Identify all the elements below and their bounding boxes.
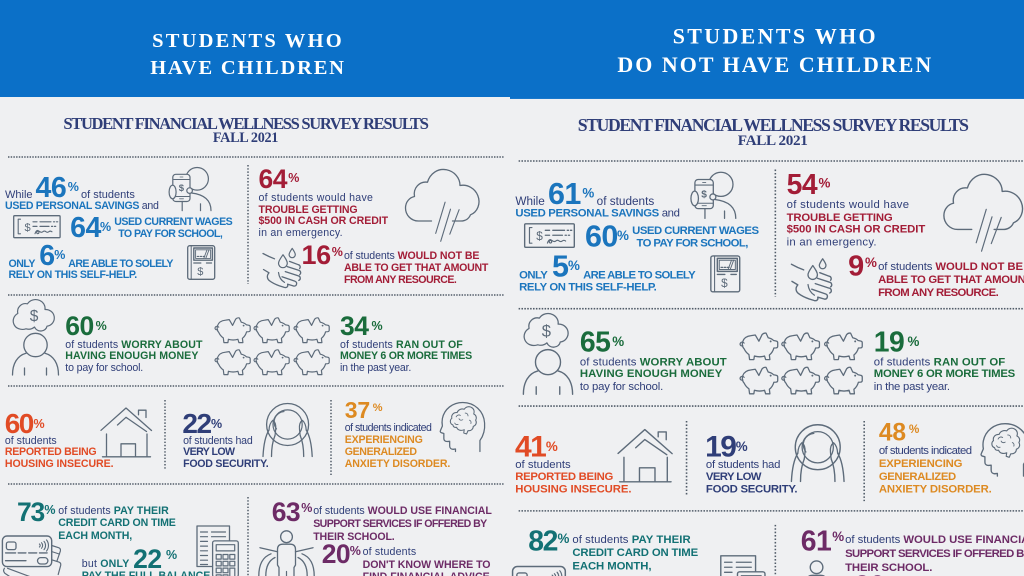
svg-text:$: $: [178, 183, 184, 194]
svg-text:$: $: [721, 277, 728, 290]
svg-text:$: $: [197, 265, 203, 277]
svg-text:$: $: [30, 308, 39, 325]
svg-text:$: $: [542, 321, 551, 340]
svg-text:$: $: [536, 230, 543, 243]
svg-text:$: $: [25, 222, 31, 234]
svg-text:$: $: [701, 189, 707, 200]
